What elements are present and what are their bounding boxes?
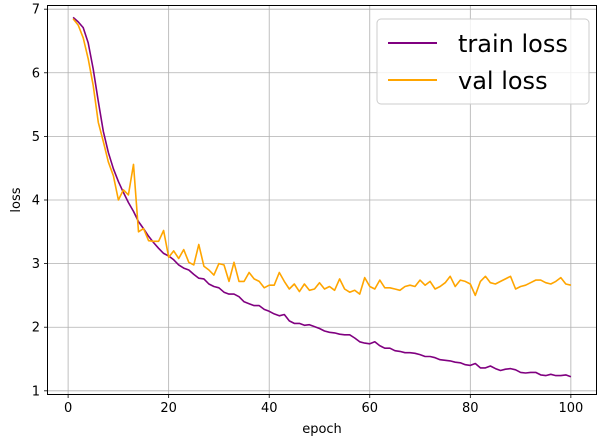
x-tick-label: 20: [160, 401, 177, 416]
legend: train loss val loss: [376, 18, 590, 105]
y-tick-label: 1: [32, 384, 40, 399]
y-tick-label: 4: [32, 194, 40, 209]
y-tick-label: 2: [32, 321, 40, 336]
x-axis: 0 20 40 60 80 100: [64, 394, 583, 416]
legend-label-val-loss: val loss: [458, 67, 548, 95]
x-tick-label: 80: [462, 401, 479, 416]
x-tick-label: 60: [361, 401, 378, 416]
x-tick-label: 0: [64, 401, 72, 416]
y-tick-label: 6: [32, 66, 40, 81]
y-tick-label: 3: [32, 257, 40, 272]
legend-box: [376, 18, 590, 105]
series-line-train-loss: [72, 16, 572, 378]
y-axis: 1 2 3 4 5 6 7: [32, 3, 48, 399]
x-axis-label: epoch: [302, 422, 342, 437]
grid: [48, 6, 596, 394]
legend-label-train-loss: train loss: [458, 30, 568, 58]
series-line-val-loss: [72, 18, 572, 297]
x-tick-label: 40: [261, 401, 278, 416]
y-tick-label: 5: [32, 130, 40, 145]
series-layer: [72, 16, 572, 378]
x-tick-label: 100: [558, 401, 583, 416]
y-tick-label: 7: [32, 3, 40, 18]
y-axis-label: loss: [9, 187, 24, 212]
